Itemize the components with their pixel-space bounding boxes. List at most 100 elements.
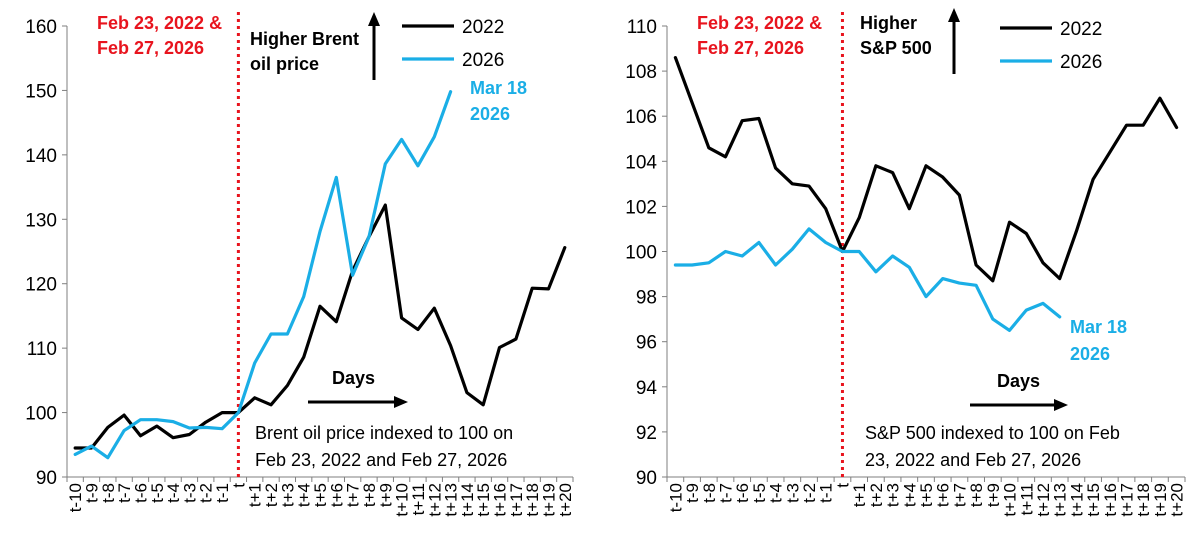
x-tick-label: t+20 bbox=[1168, 483, 1187, 517]
x-tick-label: t-4 bbox=[767, 483, 786, 503]
end-date-label-line2: 2026 bbox=[1070, 344, 1110, 364]
x-tick-label: t+1 bbox=[246, 483, 265, 507]
x-tick-label: t-10 bbox=[666, 483, 685, 512]
days-label: Days bbox=[332, 368, 375, 388]
x-tick-label: t-9 bbox=[82, 483, 101, 503]
x-tick-label: t bbox=[833, 483, 852, 488]
higher-label-line1: Higher bbox=[860, 13, 917, 33]
end-date-label-line1: Mar 18 bbox=[470, 78, 527, 98]
series-line-2026 bbox=[73, 90, 453, 460]
x-tick-label: t+17 bbox=[507, 483, 526, 517]
end-date-label-line1: Mar 18 bbox=[1070, 317, 1127, 337]
x-tick-label: t-1 bbox=[817, 483, 836, 503]
series-line-2022 bbox=[673, 55, 1179, 283]
x-tick-label: t+5 bbox=[311, 483, 330, 507]
x-tick-label: t+13 bbox=[1051, 483, 1070, 517]
y-tick-label: 160 bbox=[25, 17, 57, 38]
x-tick-label: t+2 bbox=[867, 483, 886, 507]
y-tick-label: 150 bbox=[25, 81, 57, 102]
x-tick-label: t+6 bbox=[327, 483, 346, 507]
y-tick-label: 106 bbox=[625, 107, 657, 128]
legend-label-2026: 2026 bbox=[462, 50, 504, 71]
x-tick-label: t-6 bbox=[733, 483, 752, 503]
higher-label-line2: S&P 500 bbox=[860, 38, 932, 58]
y-tick-label: 110 bbox=[627, 17, 657, 38]
x-tick-label: t-3 bbox=[180, 483, 199, 503]
index-note-line1: S&P 500 indexed to 100 on Feb bbox=[865, 423, 1120, 443]
x-tick-label: t+19 bbox=[540, 483, 559, 517]
x-tick-label: t+18 bbox=[1134, 483, 1153, 517]
x-tick-label: t+16 bbox=[1101, 483, 1120, 517]
x-tick-label: t-5 bbox=[148, 483, 167, 503]
x-tick-label: t-5 bbox=[750, 483, 769, 503]
x-tick-label: t+11 bbox=[409, 483, 428, 515]
x-tick-label: t-8 bbox=[700, 483, 719, 503]
x-tick-label: t+9 bbox=[984, 483, 1003, 507]
y-tick-label: 130 bbox=[25, 210, 57, 231]
index-note-line2: 23, 2022 and Feb 27, 2026 bbox=[865, 450, 1081, 470]
x-tick-label: t+4 bbox=[900, 483, 919, 507]
y-tick-label: 108 bbox=[625, 62, 657, 83]
y-tick-label: 96 bbox=[636, 333, 657, 354]
x-tick-label: t+8 bbox=[967, 483, 986, 507]
x-tick-label: t+1 bbox=[850, 483, 869, 507]
x-tick-label: t+3 bbox=[884, 483, 903, 507]
legend-label-2022: 2022 bbox=[1060, 19, 1102, 40]
x-tick-label: t+15 bbox=[474, 483, 493, 517]
y-tick-label: 140 bbox=[25, 146, 57, 167]
index-note-line1: Brent oil price indexed to 100 on bbox=[255, 423, 513, 443]
y-tick-label: 102 bbox=[625, 197, 657, 218]
x-tick-label: t+2 bbox=[262, 483, 281, 507]
higher-label-line2: oil price bbox=[250, 54, 319, 74]
plot-area: 9092949698100102104106108110t-10t-9t-8t-… bbox=[625, 12, 1187, 517]
y-tick-label: 90 bbox=[636, 468, 657, 489]
x-tick-label: t+18 bbox=[523, 483, 542, 517]
legend-label-2022: 2022 bbox=[462, 17, 504, 38]
x-tick-label: t-7 bbox=[716, 483, 735, 503]
up-arrow-icon bbox=[368, 12, 380, 80]
x-tick-label: t+14 bbox=[1067, 483, 1086, 517]
right-arrow-icon bbox=[308, 396, 408, 408]
x-tick-label: t+15 bbox=[1084, 483, 1103, 517]
x-tick-label: t+16 bbox=[491, 483, 510, 517]
higher-label-line1: Higher Brent bbox=[250, 29, 359, 49]
plot-area: 90100110120130140150160t-10t-9t-8t-7t-6t… bbox=[25, 12, 575, 517]
event-date-label-line1: Feb 23, 2022 & bbox=[697, 13, 822, 33]
series-line-2022 bbox=[73, 203, 567, 450]
brent-oil-chart: 90100110120130140150160t-10t-9t-8t-7t-6t… bbox=[25, 12, 575, 517]
x-tick-label: t+14 bbox=[458, 483, 477, 517]
y-tick-label: 120 bbox=[25, 275, 57, 296]
x-tick-label: t-2 bbox=[197, 483, 216, 503]
x-tick-label: t-7 bbox=[115, 483, 134, 503]
x-tick-label: t+4 bbox=[295, 483, 314, 507]
y-tick-label: 94 bbox=[636, 378, 658, 399]
x-tick-label: t-8 bbox=[99, 483, 118, 503]
x-tick-label: t+11 bbox=[1017, 483, 1036, 515]
x-tick-label: t-2 bbox=[800, 483, 819, 503]
y-tick-label: 110 bbox=[27, 339, 57, 360]
x-tick-label: t+13 bbox=[442, 483, 461, 517]
y-tick-label: 98 bbox=[636, 288, 657, 309]
x-tick-label: t bbox=[229, 483, 248, 488]
x-tick-label: t+12 bbox=[1034, 483, 1053, 517]
x-tick-label: t+7 bbox=[344, 483, 363, 507]
x-tick-label: t+12 bbox=[425, 483, 444, 517]
event-date-label-line2: Feb 27, 2026 bbox=[697, 38, 804, 58]
x-tick-label: t+6 bbox=[934, 483, 953, 507]
x-tick-label: t+20 bbox=[556, 483, 575, 517]
y-tick-label: 92 bbox=[636, 423, 657, 444]
x-tick-label: t+9 bbox=[376, 483, 395, 507]
series-line-2026 bbox=[673, 227, 1062, 332]
y-tick-label: 90 bbox=[36, 468, 57, 489]
x-tick-label: t-6 bbox=[131, 483, 150, 503]
x-tick-label: t-4 bbox=[164, 483, 183, 503]
x-tick-label: t-9 bbox=[683, 483, 702, 503]
x-tick-label: t+8 bbox=[360, 483, 379, 507]
event-date-label-line1: Feb 23, 2022 & bbox=[97, 13, 222, 33]
x-tick-label: t+3 bbox=[278, 483, 297, 507]
x-tick-label: t+10 bbox=[393, 483, 412, 517]
y-tick-label: 104 bbox=[625, 152, 657, 173]
x-tick-label: t-10 bbox=[66, 483, 85, 512]
right-arrow-icon bbox=[970, 399, 1068, 411]
